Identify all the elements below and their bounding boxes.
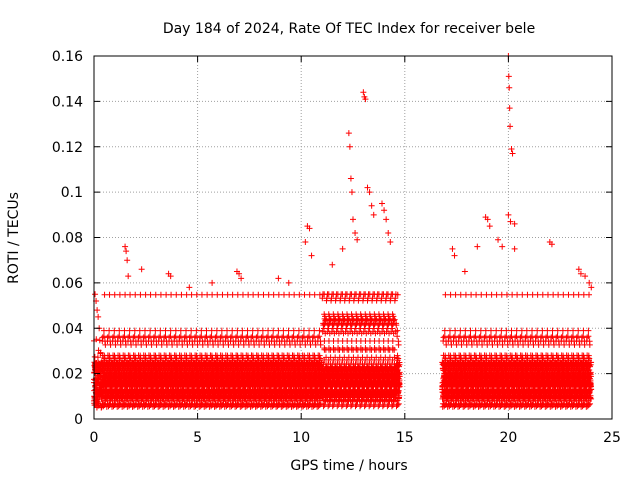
data-point-cloud <box>147 327 154 334</box>
data-point-cloud <box>127 355 134 362</box>
data-point-cloud <box>112 341 119 348</box>
data-point-cloud <box>106 355 113 362</box>
data-point-cloud <box>131 333 138 340</box>
data-point-cloud <box>136 333 143 340</box>
data-point-cloud <box>138 341 145 348</box>
data-point-cloud <box>122 355 129 362</box>
data-point-cloud <box>106 291 113 298</box>
data-point-cloud <box>105 333 112 340</box>
data-point-cloud <box>115 334 122 341</box>
data-point-cloud <box>116 327 123 334</box>
data-point-cloud <box>117 355 124 362</box>
data-point-cloud <box>127 291 134 298</box>
data-point-cloud <box>137 355 144 362</box>
data-point-cloud <box>116 333 123 340</box>
data-point-cloud <box>122 341 129 348</box>
data-point-cloud <box>146 333 153 340</box>
data-point-cloud <box>94 354 101 361</box>
data-point-cloud <box>106 327 113 334</box>
data-point-cloud <box>117 341 124 348</box>
data-point-cloud <box>145 334 152 341</box>
data-point-cloud <box>130 334 137 341</box>
data-point-cloud <box>101 355 108 362</box>
data-point-cloud <box>102 341 109 348</box>
data-point-cloud <box>143 341 150 348</box>
data-point-cloud <box>116 291 123 298</box>
data-points <box>91 53 595 411</box>
data-point-cloud <box>141 327 148 334</box>
data-point-cloud <box>133 341 140 348</box>
data-point-cloud <box>135 334 142 341</box>
data-point-cloud <box>111 333 118 340</box>
chart-title: Day 184 of 2024, Rate Of TEC Index for r… <box>163 21 535 37</box>
data-point-cloud <box>109 334 116 341</box>
data-point-cloud <box>126 327 133 334</box>
data-point-cloud <box>104 334 111 341</box>
data-point-cloud <box>125 334 132 341</box>
data-point-cloud <box>137 291 144 298</box>
data-point-cloud <box>121 327 128 334</box>
data-point-cloud <box>132 291 139 298</box>
data-point-cloud <box>126 333 133 340</box>
data-point-cloud <box>136 327 143 334</box>
data-point-cloud <box>111 291 118 298</box>
data-point-cloud <box>100 327 107 334</box>
data-point-cloud <box>142 355 149 362</box>
